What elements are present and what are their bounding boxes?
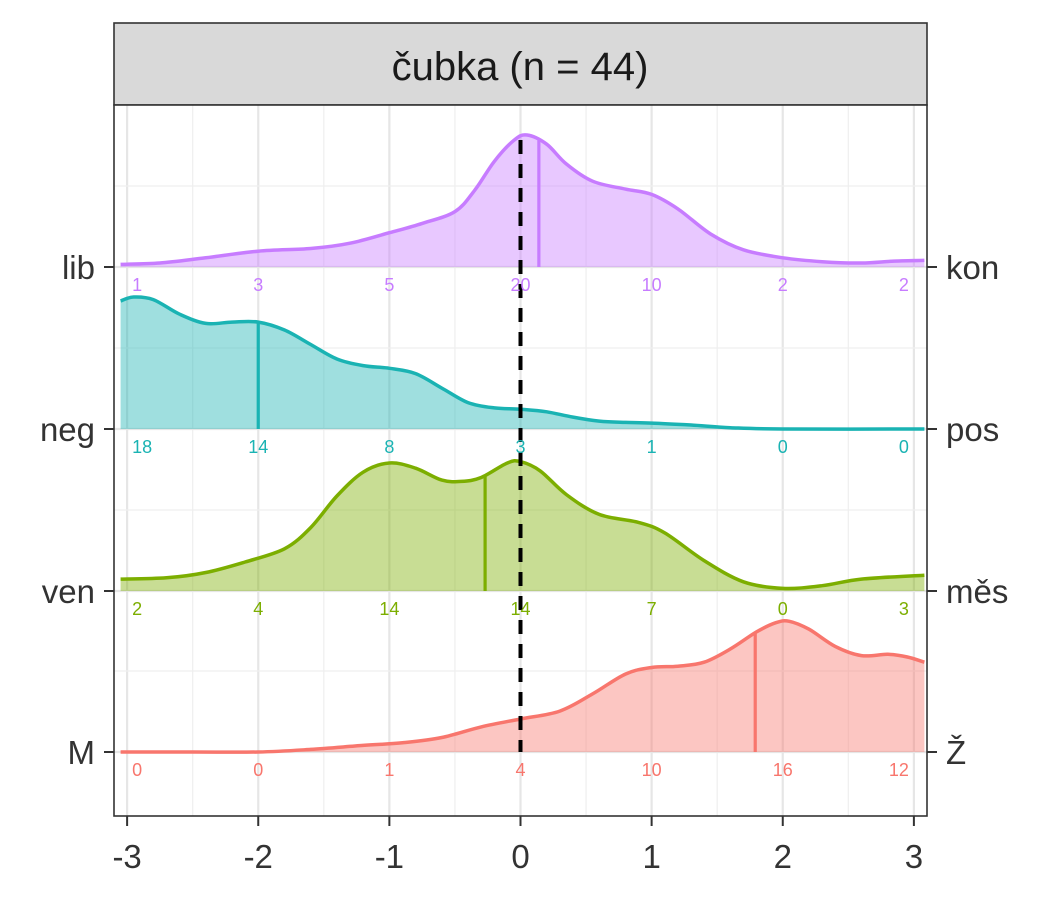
count-label: 10: [642, 760, 662, 780]
count-label: 3: [253, 275, 263, 295]
y-axis-left: lib neg ven M: [40, 249, 114, 771]
count-label: 0: [132, 760, 142, 780]
count-label: 7: [647, 599, 657, 619]
y-axis-right: kon pos měs Ž: [927, 249, 1008, 771]
y-tick-label-right: kon: [946, 249, 999, 286]
density-line: [120, 619, 925, 754]
y-tick-label-right: měs: [946, 573, 1008, 610]
x-tick-label: 1: [642, 838, 660, 875]
count-label: 2: [899, 275, 909, 295]
density-line: [120, 459, 925, 591]
count-label: 14: [248, 437, 268, 457]
count-label: 0: [778, 599, 788, 619]
count-label: 4: [253, 599, 263, 619]
count-label: 0: [899, 437, 909, 457]
facet-title: čubka (n = 44): [392, 45, 649, 89]
y-tick-label-left: M: [68, 734, 96, 771]
x-tick-label: -1: [375, 838, 404, 875]
x-tick-label: 3: [905, 838, 923, 875]
count-label: 0: [253, 760, 263, 780]
ridge-neg-pos: [119, 295, 925, 431]
y-tick-label-left: ven: [42, 573, 95, 610]
count-label: 3: [515, 437, 525, 457]
count-label: 0: [778, 437, 788, 457]
count-label: 2: [778, 275, 788, 295]
count-label: 14: [379, 599, 399, 619]
density-line: [120, 133, 925, 267]
count-label: 5: [384, 275, 394, 295]
count-label: 4: [515, 760, 525, 780]
count-label: 10: [642, 275, 662, 295]
count-label: 1: [384, 760, 394, 780]
count-label: 12: [889, 760, 909, 780]
count-label: 1: [647, 437, 657, 457]
count-label: 8: [384, 437, 394, 457]
ridge-M-Ž: [120, 619, 925, 754]
density-area: [120, 296, 925, 430]
x-axis: -3 -2 -1 0 1 2 3: [112, 816, 923, 875]
count-label: 2: [132, 599, 142, 619]
count-label: 16: [773, 760, 793, 780]
facet-strip: [113, 22, 928, 106]
y-tick-label-left: lib: [62, 249, 95, 286]
x-tick-label: 2: [774, 838, 792, 875]
density-line: [119, 295, 925, 431]
x-tick-label: 0: [511, 838, 529, 875]
count-label: 14: [510, 599, 530, 619]
count-label: 3: [899, 599, 909, 619]
count-label: 1: [132, 275, 142, 295]
count-label: 20: [510, 275, 530, 295]
y-tick-label-left: neg: [40, 411, 95, 448]
x-tick-label: -3: [112, 838, 141, 875]
x-tick-label: -2: [244, 838, 273, 875]
y-tick-label-right: Ž: [946, 734, 966, 771]
y-tick-label-right: pos: [946, 411, 999, 448]
count-label: 18: [132, 437, 152, 457]
count-labels: 1 3 5 20 10 2 218 14 8 3 1 0 02 4 14 14 7 0 30 0 1 4 10 16 12: [132, 275, 909, 780]
